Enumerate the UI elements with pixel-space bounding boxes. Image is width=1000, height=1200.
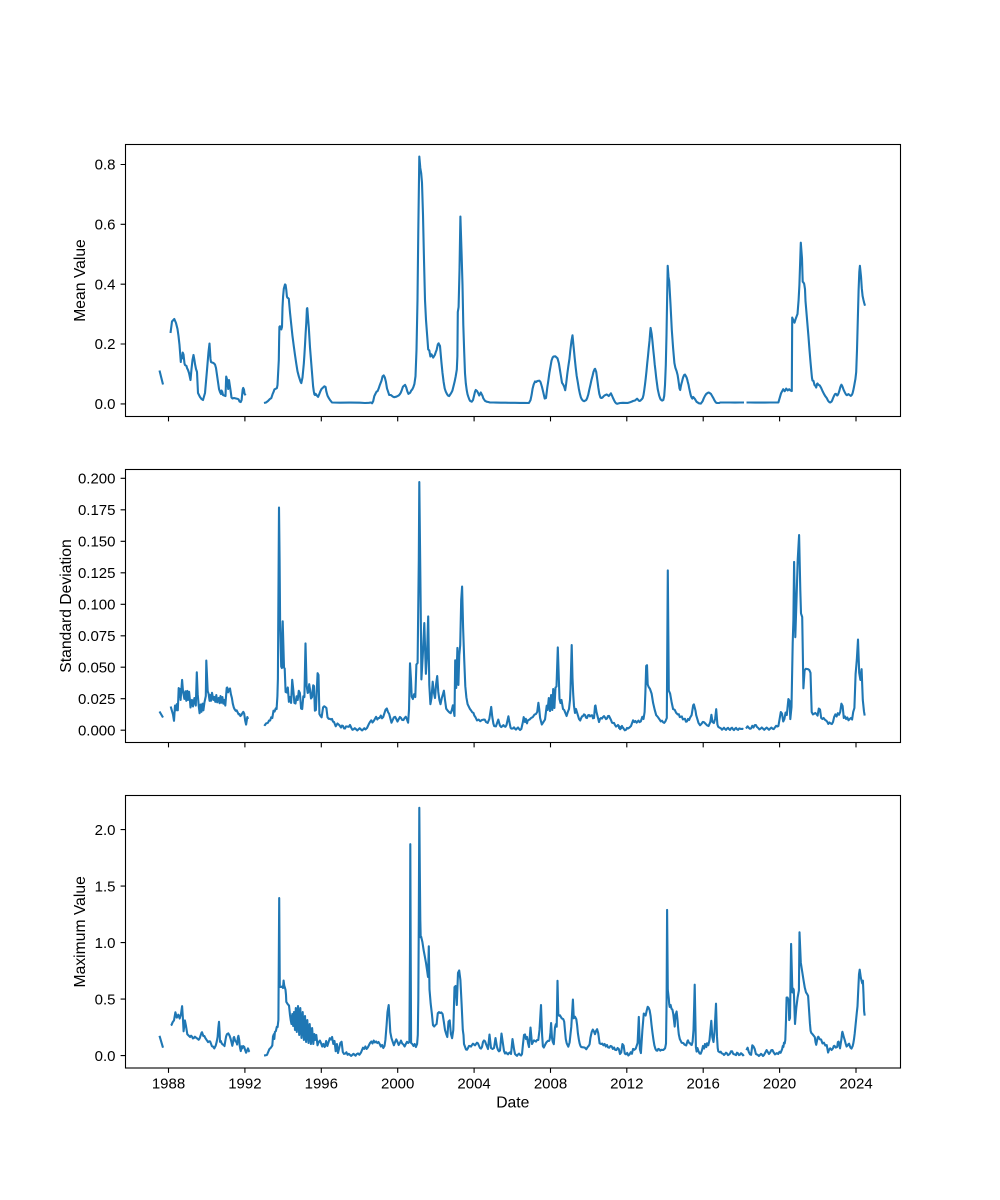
svg-text:2.0: 2.0 (95, 822, 116, 839)
svg-text:Standard Deviation: Standard Deviation (58, 539, 75, 672)
svg-text:0.125: 0.125 (78, 565, 116, 582)
svg-text:0.100: 0.100 (78, 597, 116, 614)
svg-text:2000: 2000 (381, 1076, 414, 1093)
svg-text:0.5: 0.5 (95, 991, 116, 1008)
svg-text:1.5: 1.5 (95, 878, 116, 895)
svg-text:0.6: 0.6 (95, 217, 116, 234)
svg-text:0.0: 0.0 (95, 1048, 116, 1065)
svg-text:2008: 2008 (534, 1076, 567, 1093)
svg-text:1988: 1988 (152, 1076, 185, 1093)
svg-text:0.025: 0.025 (78, 691, 116, 708)
svg-text:Mean Value: Mean Value (72, 239, 89, 322)
svg-text:0.050: 0.050 (78, 659, 116, 676)
svg-text:2024: 2024 (839, 1076, 872, 1093)
svg-text:1996: 1996 (305, 1076, 338, 1093)
svg-text:0.4: 0.4 (95, 276, 116, 293)
svg-text:2004: 2004 (457, 1076, 490, 1093)
svg-text:Maximum Value: Maximum Value (72, 876, 89, 988)
svg-text:1992: 1992 (228, 1076, 261, 1093)
svg-text:2020: 2020 (763, 1076, 796, 1093)
svg-text:0.8: 0.8 (95, 157, 116, 174)
svg-text:0.200: 0.200 (78, 471, 116, 488)
svg-text:0.075: 0.075 (78, 628, 116, 645)
svg-text:0.175: 0.175 (78, 502, 116, 519)
svg-text:Date: Date (496, 1095, 529, 1112)
svg-text:0.000: 0.000 (78, 722, 116, 739)
svg-text:0.2: 0.2 (95, 336, 116, 353)
svg-text:0.150: 0.150 (78, 534, 116, 551)
svg-text:1.0: 1.0 (95, 935, 116, 952)
svg-text:2016: 2016 (687, 1076, 720, 1093)
svg-text:2012: 2012 (610, 1076, 643, 1093)
svg-text:0.0: 0.0 (95, 396, 116, 413)
